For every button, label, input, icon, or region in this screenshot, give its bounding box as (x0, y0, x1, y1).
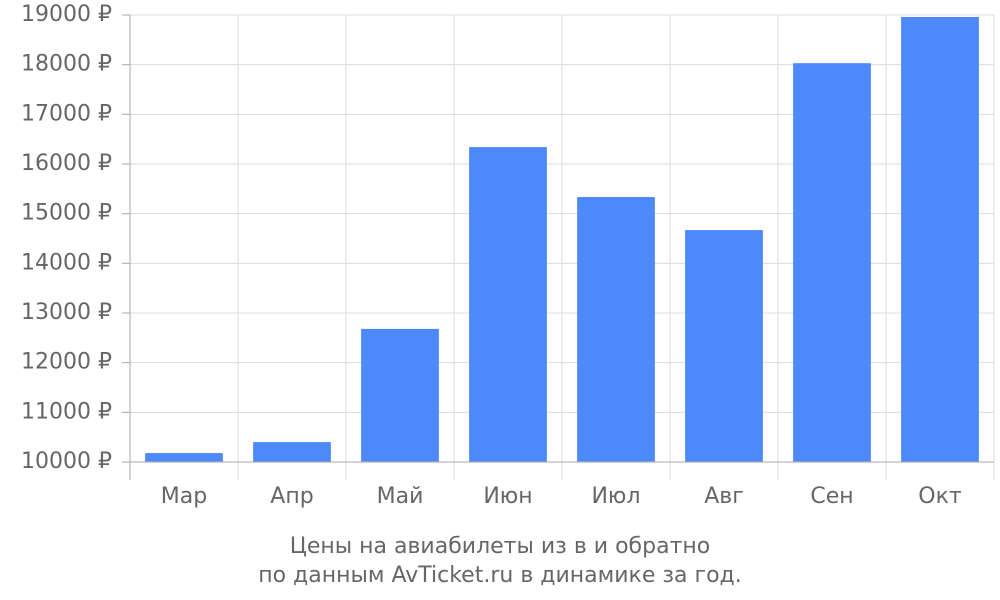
x-tick-label: Июн (483, 484, 532, 509)
x-tick-label: Сен (810, 484, 853, 509)
chart-subtitle: по данным AvTicket.ru в динамике за год. (258, 563, 742, 588)
y-tick-label: 11000 ₽ (21, 399, 112, 424)
y-tick-label: 19000 ₽ (21, 2, 112, 27)
x-tick-label: Мар (161, 484, 207, 509)
chart-title: Цены на авиабилеты из в и обратно (290, 534, 710, 559)
y-tick-label: 12000 ₽ (21, 350, 112, 375)
bar (901, 16, 979, 463)
bar (145, 453, 223, 462)
y-tick-label: 14000 ₽ (21, 250, 112, 275)
bar (685, 230, 763, 462)
y-tick-label: 18000 ₽ (21, 52, 112, 77)
y-tick-label: 16000 ₽ (21, 151, 112, 176)
bar (253, 442, 331, 462)
x-tick-label: Авг (704, 484, 744, 509)
x-tick-label: Окт (918, 484, 962, 509)
x-tick-label: Апр (270, 484, 313, 509)
bar (577, 197, 655, 463)
bar (469, 147, 547, 462)
y-tick-label: 17000 ₽ (21, 101, 112, 126)
x-tick-label: Июл (591, 484, 640, 509)
x-tick-label: Май (377, 484, 424, 509)
y-tick-label: 13000 ₽ (21, 300, 112, 325)
y-tick-label: 10000 ₽ (21, 449, 112, 474)
y-tick-label: 15000 ₽ (21, 201, 112, 226)
bar (793, 63, 871, 462)
bar (361, 328, 439, 462)
